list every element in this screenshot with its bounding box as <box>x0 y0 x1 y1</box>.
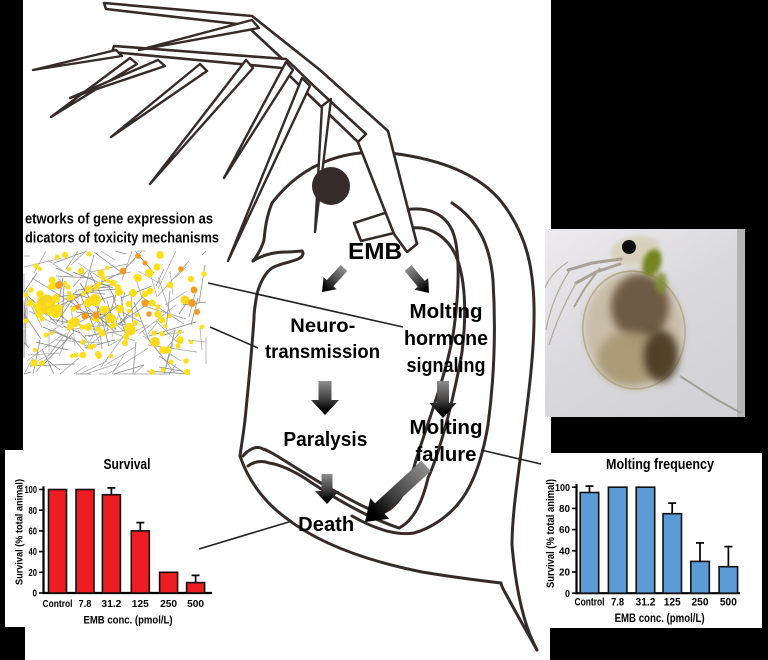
svg-text:Control: Control <box>43 598 73 610</box>
svg-text:100: 100 <box>25 485 38 496</box>
svg-text:31.2: 31.2 <box>101 598 121 610</box>
svg-text:31.2: 31.2 <box>636 597 656 609</box>
svg-text:250: 250 <box>160 598 177 610</box>
svg-text:Paralysis: Paralysis <box>283 429 367 451</box>
svg-text:etworks of gene expression as: etworks of gene expression as <box>25 211 213 228</box>
svg-text:hormone: hormone <box>404 328 488 350</box>
svg-text:Neuro-: Neuro- <box>290 316 355 337</box>
svg-text:EMB conc. (pmol/L): EMB conc. (pmol/L) <box>615 613 705 625</box>
svg-text:250: 250 <box>692 597 709 609</box>
svg-text:Survival (% total animal): Survival (% total animal) <box>545 479 557 588</box>
svg-text:40: 40 <box>29 547 38 558</box>
svg-text:Death: Death <box>298 514 354 536</box>
svg-text:125: 125 <box>132 598 149 610</box>
svg-text:Molting frequency: Molting frequency <box>606 456 715 473</box>
svg-text:40: 40 <box>559 545 570 557</box>
svg-text:60: 60 <box>29 527 38 538</box>
svg-text:dicators of toxicity mechanism: dicators of toxicity mechanisms <box>25 230 219 247</box>
svg-text:Control: Control <box>575 597 605 609</box>
svg-text:transmission: transmission <box>265 342 380 363</box>
svg-text:0: 0 <box>565 588 570 600</box>
svg-text:7.8: 7.8 <box>79 598 92 610</box>
svg-text:500: 500 <box>720 597 737 609</box>
svg-text:60: 60 <box>559 524 570 536</box>
svg-text:Survival: Survival <box>104 457 151 473</box>
svg-text:125: 125 <box>664 597 681 609</box>
svg-text:Molting: Molting <box>410 417 483 439</box>
svg-text:80: 80 <box>559 503 570 515</box>
svg-text:20: 20 <box>559 567 570 579</box>
svg-text:500: 500 <box>187 598 204 610</box>
svg-text:signaling: signaling <box>407 355 486 377</box>
svg-text:failure: failure <box>416 444 477 466</box>
svg-text:0: 0 <box>33 589 38 600</box>
svg-text:80: 80 <box>29 506 38 517</box>
svg-text:100: 100 <box>555 482 570 494</box>
svg-text:Molting: Molting <box>410 301 483 323</box>
svg-text:EMB: EMB <box>348 238 402 264</box>
svg-text:7.8: 7.8 <box>611 597 624 609</box>
svg-text:20: 20 <box>29 568 38 579</box>
svg-text:EMB conc. (pmol/L): EMB conc. (pmol/L) <box>84 615 173 627</box>
svg-text:Survival (% total animal): Survival (% total animal) <box>14 479 26 585</box>
